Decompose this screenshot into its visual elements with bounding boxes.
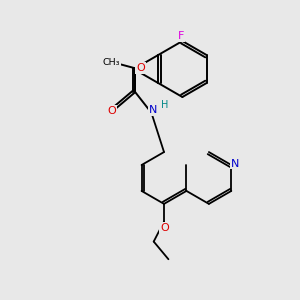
Text: O: O — [160, 223, 169, 233]
Text: CH₃: CH₃ — [103, 58, 120, 67]
Text: N: N — [231, 158, 239, 169]
Text: O: O — [107, 106, 116, 116]
Text: F: F — [178, 31, 184, 41]
Text: H: H — [161, 100, 168, 110]
Text: O: O — [136, 63, 145, 73]
Text: N: N — [149, 105, 157, 115]
